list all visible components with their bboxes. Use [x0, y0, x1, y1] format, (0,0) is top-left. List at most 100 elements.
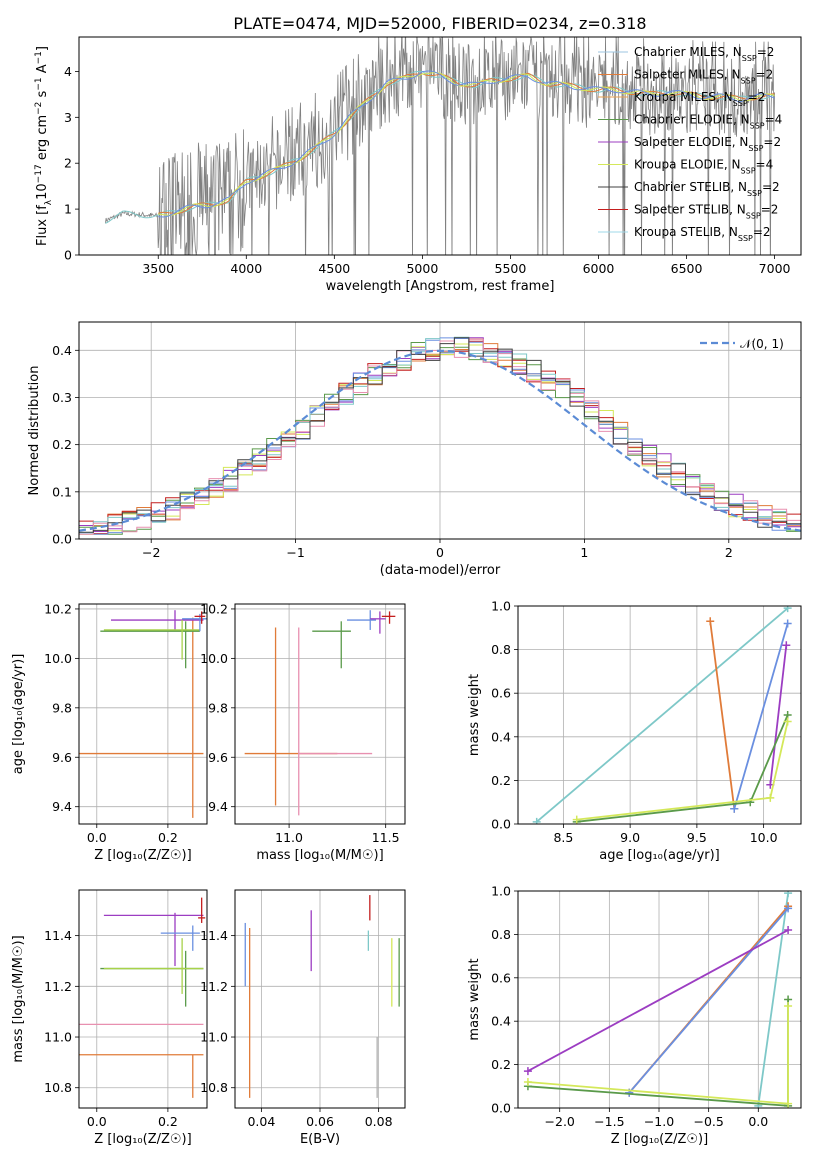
legend-text: Salpeter MILES, N — [634, 68, 741, 82]
y-axis-label: Normed distribution — [27, 366, 42, 496]
y-tick-label: 0.0 — [52, 532, 72, 547]
x-axis-label: Z [log₁₀(Z/Z☉)] — [611, 1132, 708, 1147]
weight-line — [769, 645, 788, 785]
plot-area — [518, 891, 801, 1108]
x-axis-label: (data-model)/error — [380, 563, 501, 578]
y-tick-label: 0.8 — [491, 927, 511, 942]
y-axis-label-part: −17 — [34, 164, 44, 183]
legend-subscript: SSP — [747, 189, 762, 198]
y-tick-label: 10.2 — [200, 601, 228, 616]
weight-marker — [523, 1067, 532, 1076]
x-tick-label: 11.5 — [372, 830, 400, 845]
y-tick-label: 9.6 — [52, 750, 72, 765]
y-tick-label: 0.1 — [52, 484, 72, 499]
x-tick-label: 11.0 — [275, 830, 303, 845]
legend-suffix: =2 — [756, 68, 774, 82]
weight-marker — [783, 619, 792, 628]
y-tick-label: 10.0 — [44, 651, 72, 666]
y-tick-label: 11.2 — [200, 979, 228, 994]
legend-suffix: =2 — [757, 45, 775, 59]
plot-area — [105, 37, 775, 255]
x-axis-label: mass [log₁₀(M/M☉)] — [256, 848, 383, 863]
y-axis-label-part: erg cm — [35, 115, 50, 164]
y-axis-label-part: −2 — [34, 102, 44, 115]
metallicity-age-panel: 0.0 0.2 9.4 9.6 9.8 10.0 10.2 Z [log₁₀(Z/Z☉)] ag… — [11, 601, 208, 863]
y-tick-label: 11.4 — [200, 928, 228, 943]
x-axis-label: wavelength [Angstrom, rest frame] — [326, 279, 555, 294]
x-tick-label: 4500 — [318, 261, 350, 276]
metallicity-mass-panel: 0.0 0.2 10.8 11.0 11.2 11.4 Z [log₁₀(Z/Z☉)] mas… — [11, 889, 208, 1147]
weight-marker — [784, 1002, 793, 1011]
weight-marker — [766, 793, 775, 802]
axes-frame — [517, 890, 802, 1109]
y-tick-label: 0.3 — [52, 390, 72, 405]
weight-marker — [730, 804, 739, 813]
legend-suffix: =4 — [765, 113, 783, 127]
y-tick-label: 0.0 — [491, 1101, 511, 1116]
weight-line — [628, 907, 789, 1094]
y-tick-label: 0.6 — [491, 686, 511, 701]
x-tick-label: 7000 — [759, 261, 791, 276]
model-spectrum — [158, 70, 775, 218]
y-axis-label-part: A — [35, 64, 50, 77]
y-axis-label: mass weight — [467, 674, 482, 756]
axes-frame — [78, 889, 208, 1109]
weight-marker — [523, 1077, 532, 1086]
x-tick-label: 6000 — [583, 261, 615, 276]
weight-marker — [784, 1099, 793, 1108]
legend-text: Chabrier MILES, N — [634, 45, 742, 59]
y-tick-label: 0.8 — [491, 642, 511, 657]
y-tick-label: 0.6 — [491, 970, 511, 985]
x-axis-label: E(B-V) — [300, 1132, 340, 1147]
x-tick-label: 9.5 — [687, 830, 707, 845]
y-axis-label-part: −1 — [34, 77, 44, 90]
x-tick-label: 0.2 — [158, 830, 178, 845]
legend-suffix: =2 — [753, 225, 771, 239]
axes-frame — [78, 321, 802, 540]
figure-title: PLATE=0474, MJD=52000, FIBERID=0234, z=0… — [233, 14, 646, 33]
x-tick-label: −2 — [142, 545, 160, 560]
legend-subscript: SSP — [738, 234, 753, 243]
x-tick-label: 9.0 — [620, 830, 640, 845]
legend-text: Kroupa ELODIE, N — [634, 158, 741, 172]
y-tick-label: 9.4 — [208, 799, 228, 814]
x-tick-label: 0.0 — [748, 1114, 768, 1129]
x-tick-label: −2.0 — [545, 1114, 575, 1129]
y-tick-label: 0.2 — [491, 1057, 511, 1072]
weight-line — [527, 999, 789, 1107]
y-tick-label: 10.8 — [200, 1080, 228, 1095]
x-tick-label: 10.0 — [750, 830, 778, 845]
y-tick-label: 10.8 — [44, 1080, 72, 1095]
weight-marker — [782, 641, 791, 650]
observed-spectrum — [105, 37, 775, 255]
y-tick-label: 0.0 — [491, 817, 511, 832]
legend-entry: Chabrier MILES, NSSP=2 — [634, 45, 774, 63]
y-axis-label: mass [log₁₀(M/M☉)] — [11, 935, 26, 1062]
y-tick-label: 0.2 — [491, 773, 511, 788]
legend-entry: Salpeter STELIB, NSSP=2 — [634, 203, 778, 221]
y-tick-label: 9.4 — [52, 799, 72, 814]
x-tick-label: −1 — [286, 545, 304, 560]
y-axis-label-part: 10 — [35, 183, 50, 200]
y-tick-label: 0.2 — [52, 437, 72, 452]
y-axis-label: mass weight — [467, 958, 482, 1040]
legend-entry: Kroupa STELIB, NSSP=2 — [634, 225, 771, 243]
y-tick-label: 10.2 — [44, 601, 72, 616]
mass-age-panel: 11.0 11.5 9.4 9.6 9.8 10.0 10.2 mass [log₁₀(M/M… — [200, 601, 406, 863]
model-spectrum — [158, 72, 775, 216]
histogram-step — [79, 337, 801, 533]
y-tick-label: 0 — [64, 248, 72, 263]
axes-frame — [234, 889, 406, 1109]
legend-text: Chabrier STELIB, N — [634, 180, 747, 194]
legend-text: Kroupa STELIB, N — [634, 225, 738, 239]
weight-marker — [532, 817, 541, 824]
legend-text: Salpeter STELIB, N — [634, 203, 746, 217]
x-tick-label: −1.0 — [644, 1114, 674, 1129]
x-tick-label: 6500 — [671, 261, 703, 276]
legend-text: Salpeter ELODIE, N — [634, 135, 748, 149]
residuals-panel: −2 −1 0 1 2 0.0 0.1 0.2 0.3 0.4 (data-model)/error… — [27, 321, 802, 578]
x-tick-label: 0 — [436, 545, 444, 560]
extinction-mass-panel: 0.04 0.06 0.08 10.8 11.0 11.2 11.4 E(B-V) — [200, 889, 406, 1147]
x-tick-label: −1.5 — [594, 1114, 624, 1129]
